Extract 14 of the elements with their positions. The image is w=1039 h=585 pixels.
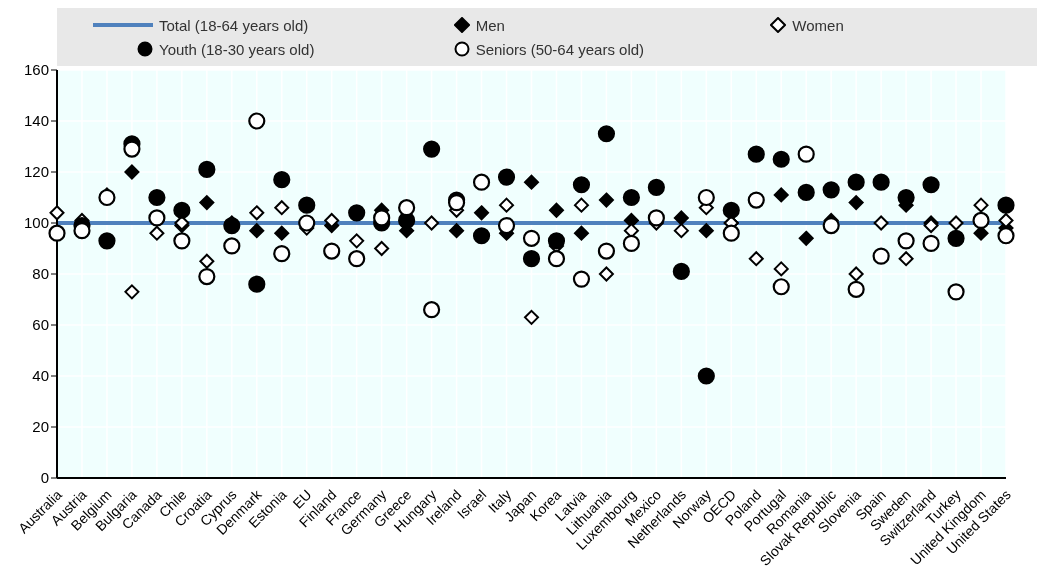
y-tick-label: 120 (23, 163, 49, 181)
y-tick-label: 80 (32, 265, 49, 283)
y-tick-label: 100 (23, 214, 49, 232)
y-tick-label: 140 (23, 112, 49, 130)
y-tick-label: 0 (40, 469, 49, 487)
y-tick-label: 160 (23, 61, 49, 79)
legend-label: Youth (18-30 years old) (159, 40, 315, 58)
y-tick-label: 40 (32, 367, 49, 385)
y-tick-label: 20 (32, 418, 49, 436)
legend-label: Women (792, 16, 844, 34)
legend-label: Men (475, 16, 505, 34)
legend-label: Seniors (50-64 years old) (475, 40, 645, 58)
legend-label: Total (18-64 years old) (159, 16, 309, 34)
y-tick-label: 60 (32, 316, 49, 334)
